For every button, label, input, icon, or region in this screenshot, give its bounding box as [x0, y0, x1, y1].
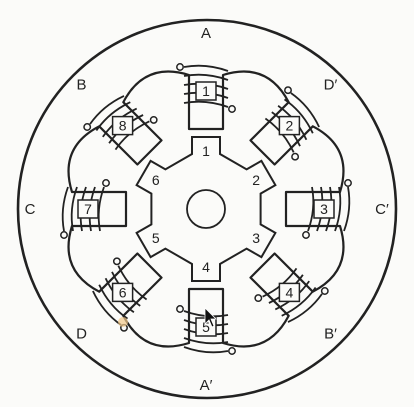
- pole-number-box: [278, 115, 301, 136]
- pole-number-label: 7: [84, 201, 92, 217]
- pole-letter-label: D′: [324, 77, 338, 94]
- cursor-highlight: [118, 317, 128, 327]
- pole-number-label: 3: [320, 201, 328, 217]
- pole-number-label: 4: [286, 284, 294, 300]
- rotor-tooth-label: 5: [152, 230, 160, 246]
- pole-winding: [176, 305, 236, 355]
- pole-number-box: [77, 199, 99, 219]
- pole-letter-label: C′: [375, 201, 389, 218]
- rotor-tooth-label: 1: [202, 143, 210, 159]
- rotor-shaft: [186, 189, 226, 229]
- mouse-pointer-icon: [204, 307, 217, 328]
- pole-winding: [176, 63, 236, 113]
- stator-outer-ring: [16, 18, 398, 400]
- pole-winding: [264, 86, 320, 161]
- pole-number-box: [278, 282, 301, 303]
- pole-letter-label: A: [201, 25, 211, 42]
- rotor-tooth-label: 2: [252, 172, 260, 188]
- pole-number-label: 6: [119, 284, 127, 300]
- pole-number-box: [111, 115, 134, 136]
- pole-letter-label: D: [76, 326, 87, 343]
- pole-winding: [60, 179, 110, 239]
- pole-number-label: 2: [286, 118, 294, 134]
- pole-number-box: [111, 282, 134, 303]
- pole-letter-label: A′: [200, 377, 213, 394]
- pole-number-box: [313, 199, 335, 219]
- pole-letter-label: C: [25, 201, 36, 218]
- rotor-tooth-label: 6: [152, 172, 160, 188]
- rotor-tooth-numbers: 1 2 3 4 5 6: [152, 143, 260, 275]
- pole-number-box: [195, 81, 217, 101]
- pole-number-label: 8: [119, 118, 127, 134]
- pole-letters: A D′ C′ B′ A′ D C B: [25, 25, 389, 394]
- rotor-tooth-label: 4: [202, 259, 210, 275]
- rotor-tooth-label: 3: [252, 230, 260, 246]
- pole-number-label: 1: [202, 83, 210, 99]
- pole-letter-label: B′: [324, 326, 337, 343]
- pole-number-label: 5: [202, 319, 210, 335]
- pole-letter-label: B: [76, 77, 86, 94]
